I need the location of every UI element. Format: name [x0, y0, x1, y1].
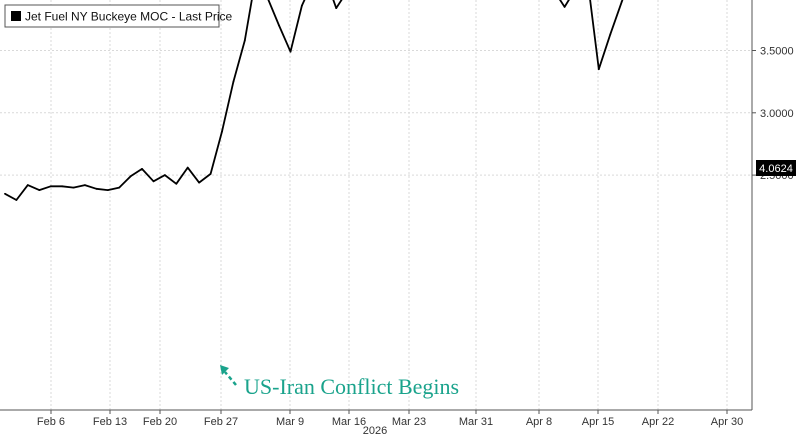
series-point: [175, 182, 178, 185]
x-tick-label: Feb 20: [143, 416, 177, 428]
series-point: [301, 4, 303, 7]
annotation-arrow-shaft: [224, 371, 237, 386]
series-point: [620, 1, 623, 3]
x-tick-label: Mar 16: [332, 416, 366, 428]
x-tick-label: Apr 8: [526, 416, 552, 428]
x-axis-ticks: Feb 6 Feb 13 Feb 20 Feb 27 Mar 9 Mar 16 Mar 23…: [37, 410, 743, 428]
series-point: [15, 199, 18, 201]
series-point: [4, 192, 6, 195]
series-point: [243, 39, 246, 42]
series-point: [209, 173, 212, 175]
series-point: [597, 68, 600, 71]
annotation-text: US-Iran Conflict Begins: [244, 374, 459, 399]
series-point: [289, 50, 292, 53]
series-point: [278, 24, 280, 27]
x-tick-label: Feb 6: [37, 416, 65, 428]
x-tick-label: Apr 15: [582, 416, 614, 428]
last-value-label: 4.0624: [759, 163, 793, 175]
series-point: [129, 175, 132, 178]
last-value-badge-bg: [756, 160, 796, 176]
series-points: [4, 1, 623, 201]
series-point: [335, 7, 338, 9]
annotation-arrow-head: [220, 365, 229, 375]
legend-label: Jet Fuel NY Buckeye MOC - Last Price: [25, 10, 233, 24]
x-tick-label: Feb 13: [93, 416, 127, 428]
series-point: [95, 187, 98, 190]
grid: [0, 0, 752, 410]
series-point: [106, 189, 109, 192]
x-tick-label: Mar 23: [392, 416, 426, 428]
legend: Jet Fuel NY Buckeye MOC - Last Price: [4, 4, 233, 28]
series-line-jet-fuel: [4, 0, 624, 201]
series-point: [72, 186, 75, 189]
series-point: [118, 186, 121, 189]
y-tick-label: 3.0000: [760, 108, 794, 120]
series-point: [186, 166, 189, 169]
series-point: [141, 168, 143, 170]
series-point: [232, 80, 235, 83]
x-tick-label: Mar 9: [276, 416, 304, 428]
y-tick-label: 3.5000: [760, 46, 794, 58]
x-tick-label: Apr 22: [642, 416, 674, 428]
series-point: [198, 181, 201, 184]
x-tick-label: Apr 30: [711, 416, 743, 428]
legend-box: [4, 4, 220, 28]
series-point: [49, 185, 52, 188]
conflict-annotation: US-Iran Conflict Begins: [220, 365, 459, 399]
series-point: [563, 6, 566, 8]
legend-swatch: [11, 11, 21, 21]
series-point: [38, 189, 41, 192]
x-axis-year-label: 2026: [363, 425, 387, 437]
x-tick-label: Mar 31: [459, 416, 493, 428]
series-point: [164, 174, 166, 177]
series-point: [61, 185, 63, 188]
series-point: [221, 130, 223, 133]
series-point: [84, 184, 86, 187]
series-point: [26, 184, 29, 187]
series-point: [609, 33, 612, 36]
last-value-badge: 4.0624: [756, 160, 796, 176]
series-point: [152, 180, 155, 183]
x-tick-label: Feb 27: [204, 416, 238, 428]
